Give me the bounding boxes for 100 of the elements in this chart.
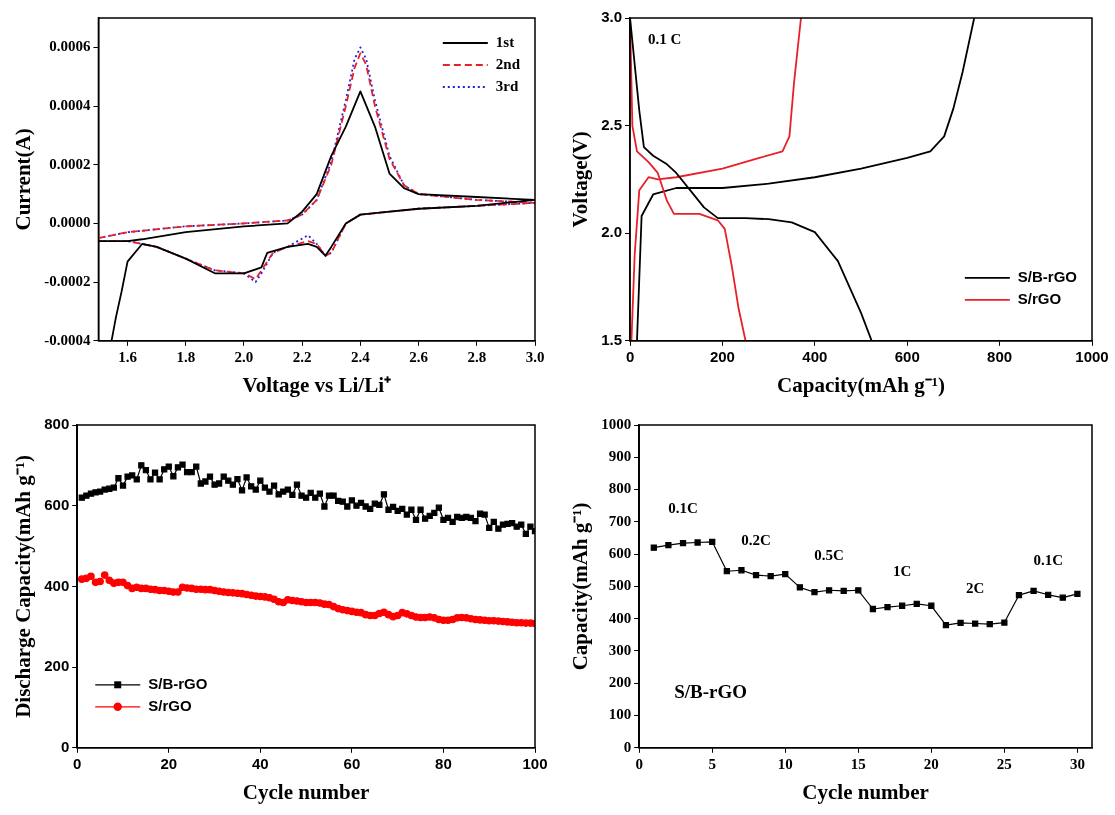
y-tick-label: 3.0: [601, 8, 623, 26]
x-tick-label: 15: [850, 755, 866, 772]
x-tick-label: 2.2: [292, 348, 312, 365]
y-tick-label: 0.0000: [49, 214, 91, 231]
x-tick-label: 100: [522, 754, 548, 772]
y-tick-label: 300: [608, 641, 632, 658]
point: [1059, 594, 1066, 601]
point: [957, 619, 964, 627]
legend-label: S/B-rGO: [148, 674, 208, 692]
y-tick-label: 2.5: [601, 115, 623, 133]
text: S/B-rGO: [674, 680, 748, 702]
y-tick-label: 100: [608, 706, 632, 723]
point: [825, 587, 833, 594]
annotation: 2C: [965, 580, 985, 597]
legend-label: 3rd: [495, 77, 519, 94]
point: [811, 589, 818, 596]
y-tick-label: 0.0002: [49, 155, 91, 172]
annotation: 1C: [892, 562, 912, 579]
point: [767, 572, 774, 580]
annotation: 0.2C: [741, 531, 771, 548]
annotation: 0.1C: [1033, 551, 1063, 568]
point: [1030, 587, 1037, 595]
y-tick-label: -0.0002: [44, 272, 91, 289]
point: [752, 571, 760, 579]
x-axis-title: Cycle number: [242, 779, 370, 804]
point: [942, 621, 950, 629]
y-tick-label: 0.0006: [49, 38, 91, 55]
x-tick-label: 5: [708, 755, 716, 772]
point: [1045, 591, 1052, 598]
x-tick-label: 80: [435, 754, 452, 772]
x-tick-label: 40: [251, 754, 269, 772]
x-tick-label: 1000: [1075, 347, 1109, 365]
annotation: 0.1 C: [648, 30, 682, 47]
y-tick-label: 1.5: [601, 330, 623, 348]
x-axis-title: Cycle number: [802, 779, 929, 804]
point: [884, 603, 891, 611]
y-tick-label: 400: [608, 609, 632, 626]
y-tick-label: 600: [44, 495, 70, 513]
x-tick-label: 25: [996, 755, 1012, 772]
annotation: 0.5C: [814, 547, 844, 564]
y-tick-label: 700: [608, 512, 632, 529]
point: [694, 539, 701, 546]
y-axis-title: Current(A): [11, 128, 36, 231]
legend-label: S/B-rGO: [1017, 267, 1078, 285]
y-tick-label: 200: [608, 674, 632, 691]
point: [1074, 590, 1081, 597]
point: [869, 605, 877, 613]
x-tick-label: 30: [1069, 755, 1085, 772]
legend-label: S/rGO: [1017, 289, 1062, 307]
y-tick-label: 600: [608, 544, 632, 561]
y-tick-label: 800: [608, 480, 632, 497]
x-tick-label: 1.8: [176, 348, 196, 365]
y-tick-label: 1000: [601, 415, 632, 432]
point: [709, 538, 716, 545]
y-tick-label: 900: [608, 448, 632, 465]
point: [928, 602, 935, 609]
x-tick-label: 1.6: [118, 348, 138, 365]
y-tick-label: 0: [60, 737, 70, 755]
x-tick-label: 2.6: [409, 348, 429, 365]
x-tick-label: 20: [160, 754, 178, 772]
point: [986, 621, 993, 628]
y-axis-title: Discharge Capacity(mAh g⁻¹): [11, 454, 36, 718]
point: [679, 540, 687, 547]
point: [723, 568, 730, 575]
x-axis-title: Voltage vs Li/Li⁺: [242, 372, 392, 397]
x-tick-label: 2.8: [467, 348, 487, 365]
y-tick-label: -0.0004: [44, 331, 91, 348]
point: [1015, 591, 1023, 599]
point: [738, 567, 745, 574]
point: [782, 570, 789, 578]
annotation: 0.1C: [668, 500, 698, 517]
point: [855, 587, 862, 594]
legend-label: 2nd: [495, 55, 521, 72]
legend-label: 1st: [495, 33, 515, 50]
x-axis-title: Capacity(mAh g⁻¹): [777, 372, 945, 397]
y-tick-label: 500: [608, 577, 632, 594]
point: [1001, 619, 1008, 626]
x-tick-label: 20: [923, 755, 939, 772]
x-tick-label: 2.0: [234, 348, 254, 365]
point: [913, 600, 920, 607]
y-axis-title: Capacity(mAh g⁻¹): [568, 502, 593, 671]
x-tick-label: 200: [709, 347, 735, 365]
point: [898, 602, 906, 609]
x-tick-label: 60: [343, 754, 361, 772]
point: [665, 541, 672, 549]
y-tick-label: 400: [44, 576, 70, 594]
y-tick-label: 200: [44, 657, 70, 675]
x-tick-label: 600: [894, 347, 920, 365]
x-tick-label: 0: [635, 755, 643, 772]
point: [796, 584, 804, 591]
x-tick-label: 3.0: [525, 348, 545, 365]
y-axis-title: Voltage(V): [568, 131, 593, 228]
x-tick-label: 800: [987, 347, 1013, 365]
legend-label: S/rGO: [148, 696, 192, 714]
y-tick-label: 800: [44, 415, 70, 433]
x-tick-label: 400: [802, 347, 828, 365]
y-tick-label: 0.0004: [49, 96, 91, 113]
point: [650, 544, 657, 551]
point: [840, 587, 847, 595]
y-tick-label: 0: [623, 738, 632, 755]
